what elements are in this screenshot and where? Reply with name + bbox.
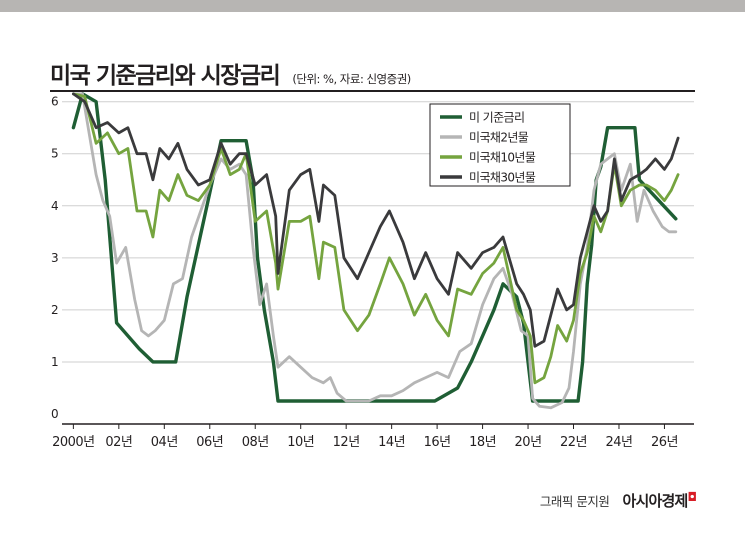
y-tick-label: 0 <box>51 407 59 421</box>
series-line-y30 <box>72 92 680 348</box>
y-tick-label: 6 <box>51 95 59 109</box>
top-bar <box>0 0 745 12</box>
y-tick-label: 4 <box>51 199 59 213</box>
y-tick-label: 5 <box>51 147 59 161</box>
chart-title: 미국 기준금리와 시장금리 <box>50 63 281 89</box>
brand-logo: 아시아경제 <box>622 492 688 510</box>
x-tick-label: 02년 <box>105 435 132 450</box>
legend-label: 미 기준금리 <box>469 111 524 125</box>
x-tick-label: 08년 <box>242 435 269 450</box>
x-tick-label: 20년 <box>515 435 542 450</box>
x-tick-label: 16년 <box>424 435 451 450</box>
x-tick-label: 22년 <box>560 435 587 450</box>
y-tick-label: 2 <box>51 303 59 317</box>
y-tick-label: 3 <box>51 251 59 265</box>
x-tick-label: 04년 <box>151 435 178 450</box>
x-tick-label: 18년 <box>469 435 496 450</box>
graphic-credit: 그래픽 문지원 <box>539 494 610 509</box>
y-tick-label: 1 <box>51 355 59 369</box>
series-line-policy <box>71 92 678 403</box>
series-line-y10 <box>72 92 680 385</box>
legend-label: 미국채10년물 <box>469 151 536 165</box>
x-tick-label: 26년 <box>651 435 678 450</box>
legend-label: 미국채2년물 <box>469 131 529 145</box>
x-tick-label: 06년 <box>196 435 223 450</box>
x-tick-label: 12년 <box>333 435 360 450</box>
legend-label: 미국채30년물 <box>469 171 536 185</box>
x-tick-label: 2000년 <box>52 435 95 450</box>
brand-mark-icon: ◘ <box>687 490 698 504</box>
title-block: 미국 기준금리와 시장금리 (단위: %, 자료: 신영증권) <box>50 56 411 90</box>
chart-subtitle: (단위: %, 자료: 신영증권) <box>292 72 411 86</box>
x-tick-label: 24년 <box>605 435 632 450</box>
x-tick-label: 14년 <box>378 435 405 450</box>
x-tick-label: 10년 <box>287 435 314 450</box>
footer: 그래픽 문지원 아시아경제◘ <box>540 490 697 511</box>
title-rule <box>50 90 695 92</box>
